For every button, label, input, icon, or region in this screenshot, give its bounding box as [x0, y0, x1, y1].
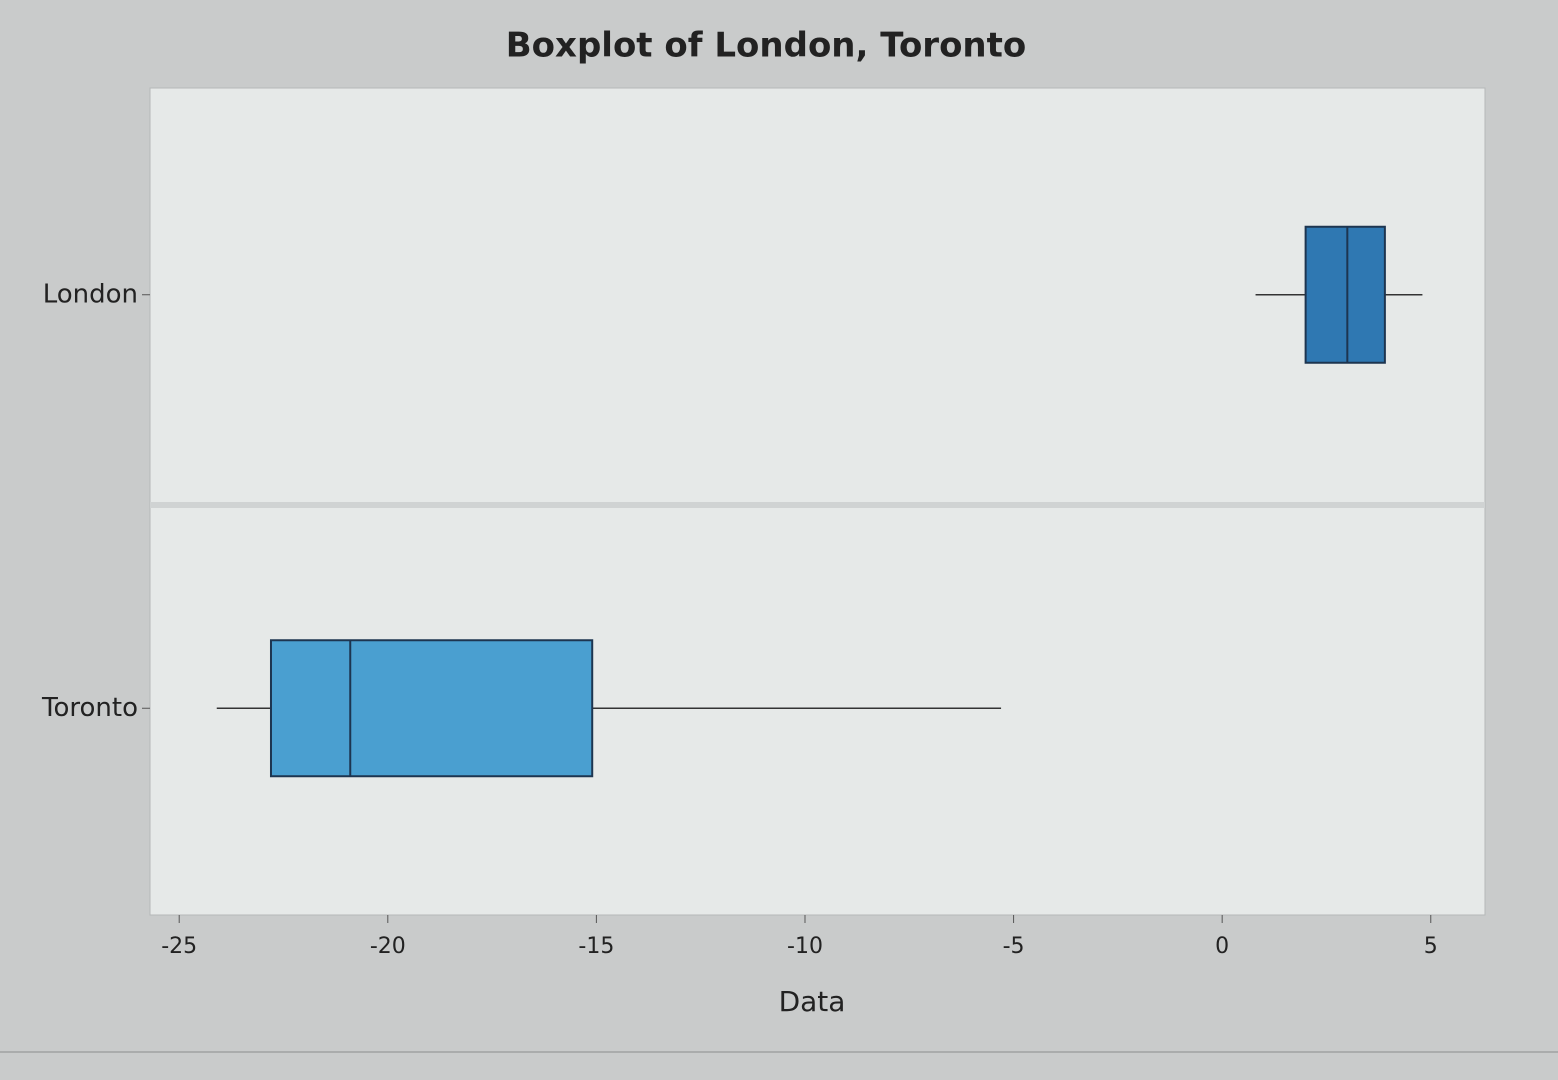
- x-tick-label: -20: [370, 934, 406, 959]
- x-tick-label: -25: [161, 934, 197, 959]
- x-axis-label: Data: [779, 985, 846, 1018]
- box: [1304, 225, 1386, 364]
- y-tick-label: Toronto: [41, 693, 138, 723]
- x-tick-label: -5: [1003, 934, 1025, 959]
- y-tick-label: London: [43, 279, 138, 309]
- plot-area: [149, 87, 1486, 916]
- x-tick-label: -10: [787, 934, 823, 959]
- chart-title: Boxplot of London, Toronto: [506, 26, 1027, 66]
- box: [269, 639, 594, 778]
- x-tick-label: -15: [578, 934, 614, 959]
- x-tick-label: 0: [1215, 934, 1229, 959]
- x-tick-label: 5: [1424, 934, 1438, 959]
